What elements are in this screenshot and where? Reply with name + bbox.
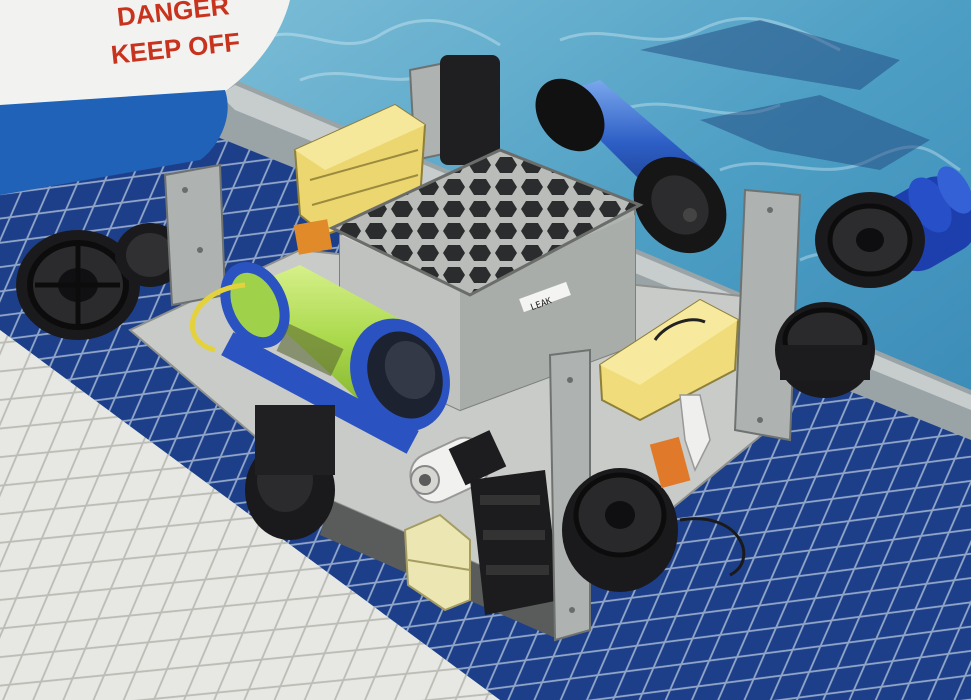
gripper-assembly xyxy=(470,470,560,615)
thruster-right-lower xyxy=(775,302,875,398)
orange-mount xyxy=(293,219,333,255)
float-block-front xyxy=(403,513,471,612)
danger-banner: DANGER KEEP OFF xyxy=(0,0,290,195)
float-block-front-right xyxy=(598,298,740,422)
submerged-lane-marks xyxy=(640,20,930,170)
green-enclosure-tube xyxy=(220,262,450,432)
white-clip xyxy=(679,394,711,472)
leak-label xyxy=(519,281,571,313)
thruster-left xyxy=(16,230,140,340)
thruster-front-left xyxy=(245,405,335,540)
rear-black-mount xyxy=(440,55,500,165)
blue-enclosure-tube xyxy=(535,78,727,254)
hex-lid xyxy=(328,148,644,297)
yellow-cable xyxy=(189,282,246,353)
orange-part xyxy=(649,436,691,489)
frame-fasteners xyxy=(182,187,773,613)
thruster-right-upper xyxy=(815,192,925,288)
camera-module xyxy=(409,430,507,504)
blue-mount-bar xyxy=(221,332,419,454)
white-tile-deck xyxy=(0,330,500,700)
thruster-front-right xyxy=(562,468,746,592)
bracket-right xyxy=(733,188,802,442)
bracket-left xyxy=(163,163,227,307)
